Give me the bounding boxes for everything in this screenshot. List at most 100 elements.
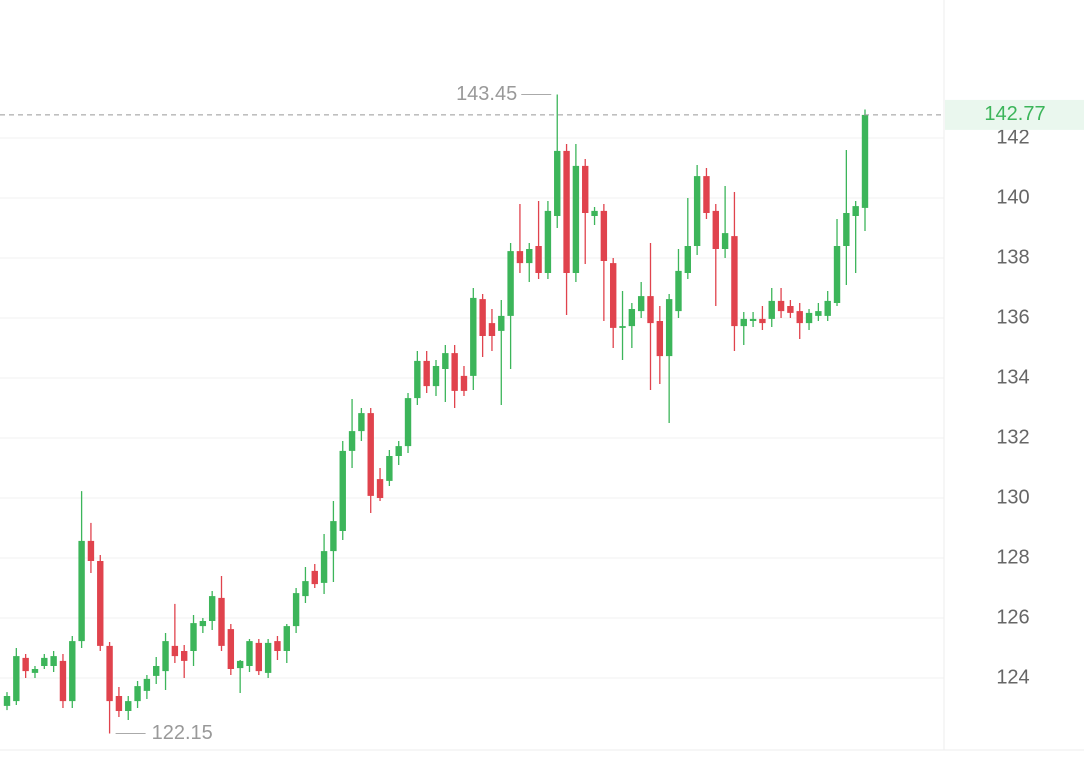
candle-body	[199, 621, 207, 627]
candle-body	[255, 642, 263, 672]
candle-body	[535, 246, 542, 273]
candle-body	[740, 318, 747, 327]
candle-body	[665, 299, 673, 357]
candle-body	[143, 678, 151, 691]
candle-body	[787, 306, 794, 313]
candle-body	[731, 236, 738, 327]
candle-body	[703, 176, 710, 213]
y-tick-label: 142	[996, 126, 1029, 148]
candle-body	[78, 540, 85, 642]
candle-body	[498, 315, 505, 331]
candle-body	[404, 398, 412, 447]
candle-body	[777, 300, 785, 312]
grid: 124 126 128 130 132 134 136 138 140 142	[0, 126, 1030, 688]
candle-body	[180, 651, 188, 661]
candle-body	[423, 360, 430, 387]
y-tick-label: 126	[996, 606, 1029, 628]
candle-body	[479, 299, 486, 336]
y-tick-label: 134	[996, 366, 1029, 388]
candle-body	[125, 701, 132, 711]
last-price-label: 142.77	[984, 103, 1045, 125]
candle-body	[50, 656, 57, 666]
candle-body	[843, 213, 850, 246]
candle-body	[246, 641, 253, 666]
candle-body	[376, 479, 384, 498]
candle-body	[759, 318, 766, 324]
candle-body	[470, 297, 477, 376]
candle-body	[134, 686, 141, 702]
candle-body	[208, 596, 216, 621]
candle-body	[311, 570, 318, 585]
candle-body	[264, 642, 272, 673]
candles	[3, 94, 869, 734]
candle-body	[162, 641, 169, 672]
candle-body	[69, 641, 76, 702]
candle-body	[637, 296, 645, 312]
candle-body	[395, 446, 402, 456]
candle-body	[609, 263, 617, 328]
candle-body	[367, 413, 374, 496]
candle-body	[721, 233, 729, 249]
candle-body	[554, 150, 561, 216]
candle-body	[526, 249, 533, 264]
candle-body	[171, 645, 179, 657]
candle-body	[563, 150, 570, 273]
candle-body	[106, 645, 113, 702]
candle-body	[768, 300, 775, 319]
candle-body	[516, 251, 524, 264]
candle-body	[591, 210, 598, 216]
candle-body	[97, 561, 104, 646]
candle-body	[302, 581, 309, 597]
y-tick-label: 136	[996, 306, 1029, 328]
candle-body	[647, 296, 654, 324]
candle-body	[358, 413, 365, 432]
low-marker-label: 122.15	[152, 722, 213, 744]
candle-body	[656, 321, 664, 357]
candle-body	[22, 657, 29, 672]
candle-body	[451, 353, 458, 391]
candle-body	[227, 629, 235, 669]
candle-body	[236, 660, 244, 669]
y-tick-label: 138	[996, 246, 1029, 268]
candle-body	[572, 165, 580, 273]
y-tick-label: 140	[996, 186, 1029, 208]
y-tick-label: 124	[996, 666, 1029, 688]
candle-body	[283, 626, 290, 651]
candle-body	[320, 551, 328, 583]
y-tick-label: 128	[996, 546, 1029, 568]
candle-body	[749, 318, 757, 321]
candle-body	[712, 210, 719, 249]
candle-body	[628, 309, 636, 327]
candle-body	[432, 366, 440, 387]
candle-body	[815, 311, 822, 316]
y-tick-label: 130	[996, 486, 1029, 508]
candle-body	[852, 206, 859, 216]
candle-body	[507, 251, 514, 316]
candle-body	[330, 521, 337, 552]
candle-body	[460, 375, 468, 391]
candle-body	[414, 360, 421, 399]
candle-body	[544, 210, 552, 273]
candle-body	[582, 165, 589, 213]
candle-body	[87, 540, 95, 561]
candle-body	[442, 353, 449, 369]
candle-body	[824, 300, 831, 316]
y-tick-label: 132	[996, 426, 1029, 448]
candle-body	[796, 311, 803, 324]
candle-body	[619, 326, 626, 328]
candle-body	[339, 450, 346, 531]
candle-body	[861, 114, 869, 208]
candle-body	[3, 696, 11, 706]
candle-body	[675, 270, 682, 312]
candle-body	[693, 176, 701, 246]
last-price-box	[945, 99, 1084, 130]
candle-body	[600, 210, 608, 261]
candle-body	[218, 597, 225, 646]
candle-body	[833, 246, 841, 303]
candle-body	[115, 696, 123, 711]
candle-body	[13, 656, 20, 702]
candle-body	[684, 246, 692, 273]
candle-body	[41, 657, 48, 666]
